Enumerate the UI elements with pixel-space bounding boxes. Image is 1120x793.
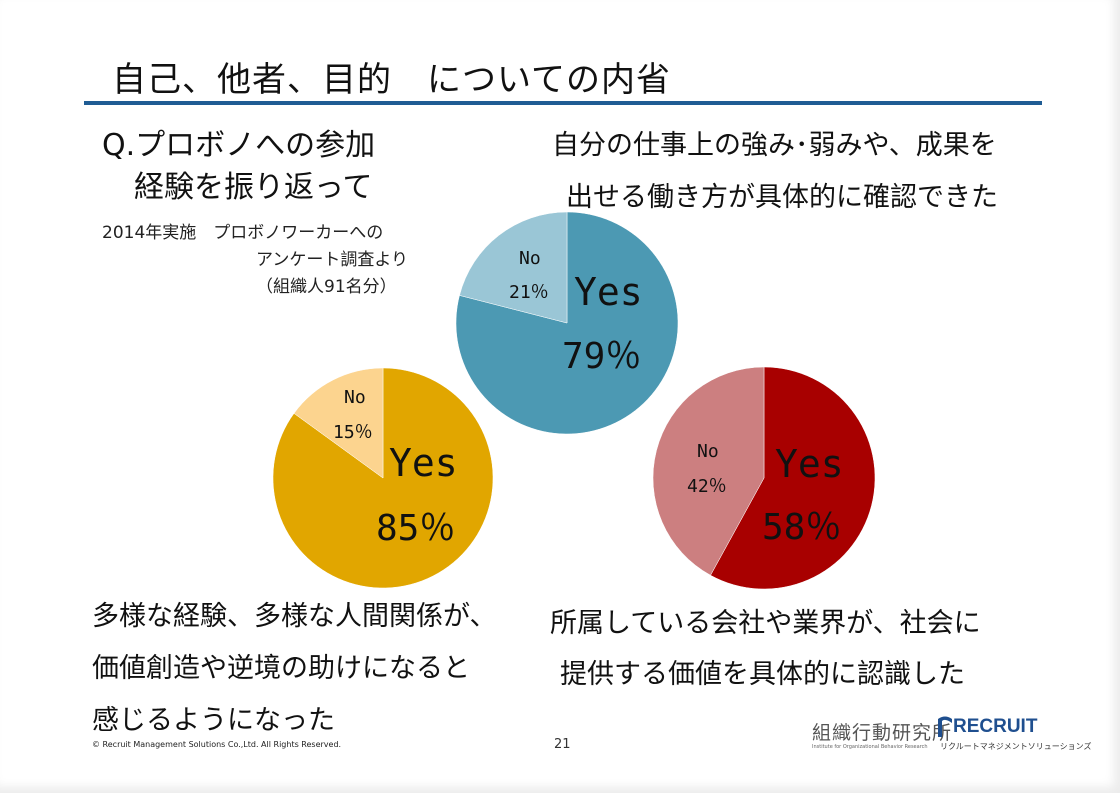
question-line-1: Q.プロボノへの参加 xyxy=(102,128,376,163)
institute-logo-text: 組織行動研究所 xyxy=(812,722,953,744)
pie-label-yes: Yes xyxy=(389,441,458,485)
recruit-logo-icon xyxy=(938,716,952,737)
caption-red-line-2: 提供する価値を具体的に認識した xyxy=(560,659,965,690)
pie-chart-red: Yes 58％ No 42％ xyxy=(652,366,876,590)
survey-note-line-1: 2014年実施 プロボノワーカーへの xyxy=(102,223,384,243)
pie-percent-yes: 58％ xyxy=(762,507,841,548)
copyright-notice: © Recruit Management Solutions Co.,Ltd. … xyxy=(92,740,342,749)
pie-slice-no xyxy=(459,211,568,324)
pie-chart-yellow: Yes 85％ No 15％ xyxy=(272,367,494,589)
page-number: 21 xyxy=(554,737,571,752)
pie-slice-no xyxy=(293,367,384,479)
pie-slice-no xyxy=(652,366,765,576)
pie-percent-yes: 85％ xyxy=(376,508,455,549)
caption-red-line-1: 所属している会社や業界が、社会に xyxy=(550,608,981,639)
pie-percent-no: 15％ xyxy=(333,422,373,443)
pie-percent-yes: 79％ xyxy=(562,336,641,377)
caption-yellow-line-1: 多様な経験、多様な人間関係が、 xyxy=(92,601,497,632)
pie-label-yes: Yes xyxy=(775,442,844,486)
recruit-logo-text: RECRUIT xyxy=(953,716,1038,737)
pie-slice-yes xyxy=(710,366,876,590)
slide-title: 自己、他者、目的 についての内省 xyxy=(112,60,671,100)
pie-percent-no: 21％ xyxy=(509,282,549,303)
pie-label-no: No xyxy=(344,387,366,408)
pie-label-no: No xyxy=(519,248,541,269)
caption-yellow-line-2: 価値創造や逆境の助けになると xyxy=(92,653,470,684)
question-line-2: 経験を振り返って xyxy=(134,170,373,205)
recruit-logo-subtitle: リクルートマネジメントソリューションズ xyxy=(940,742,1092,751)
survey-note-line-3: （組織人91名分） xyxy=(256,277,397,297)
pie-label-no: No xyxy=(697,441,719,462)
caption-blue-line-2: 出せる働き方が具体的に確認できた xyxy=(566,182,998,213)
pie-percent-no: 42％ xyxy=(687,476,727,497)
survey-note-line-2: アンケート調査より xyxy=(256,250,408,270)
institute-logo-subtitle: Institute for Organizational Behavior Re… xyxy=(812,744,928,750)
title-divider xyxy=(84,101,1042,105)
caption-yellow-line-3: 感じるようになった xyxy=(92,705,335,736)
pie-chart-blue: Yes 79％ No 21％ xyxy=(455,211,679,435)
caption-blue-line-1: 自分の仕事上の強み･弱みや、成果を xyxy=(552,130,997,161)
pie-label-yes: Yes xyxy=(574,270,643,314)
institute-logo: 組織行動研究所 xyxy=(812,718,952,745)
